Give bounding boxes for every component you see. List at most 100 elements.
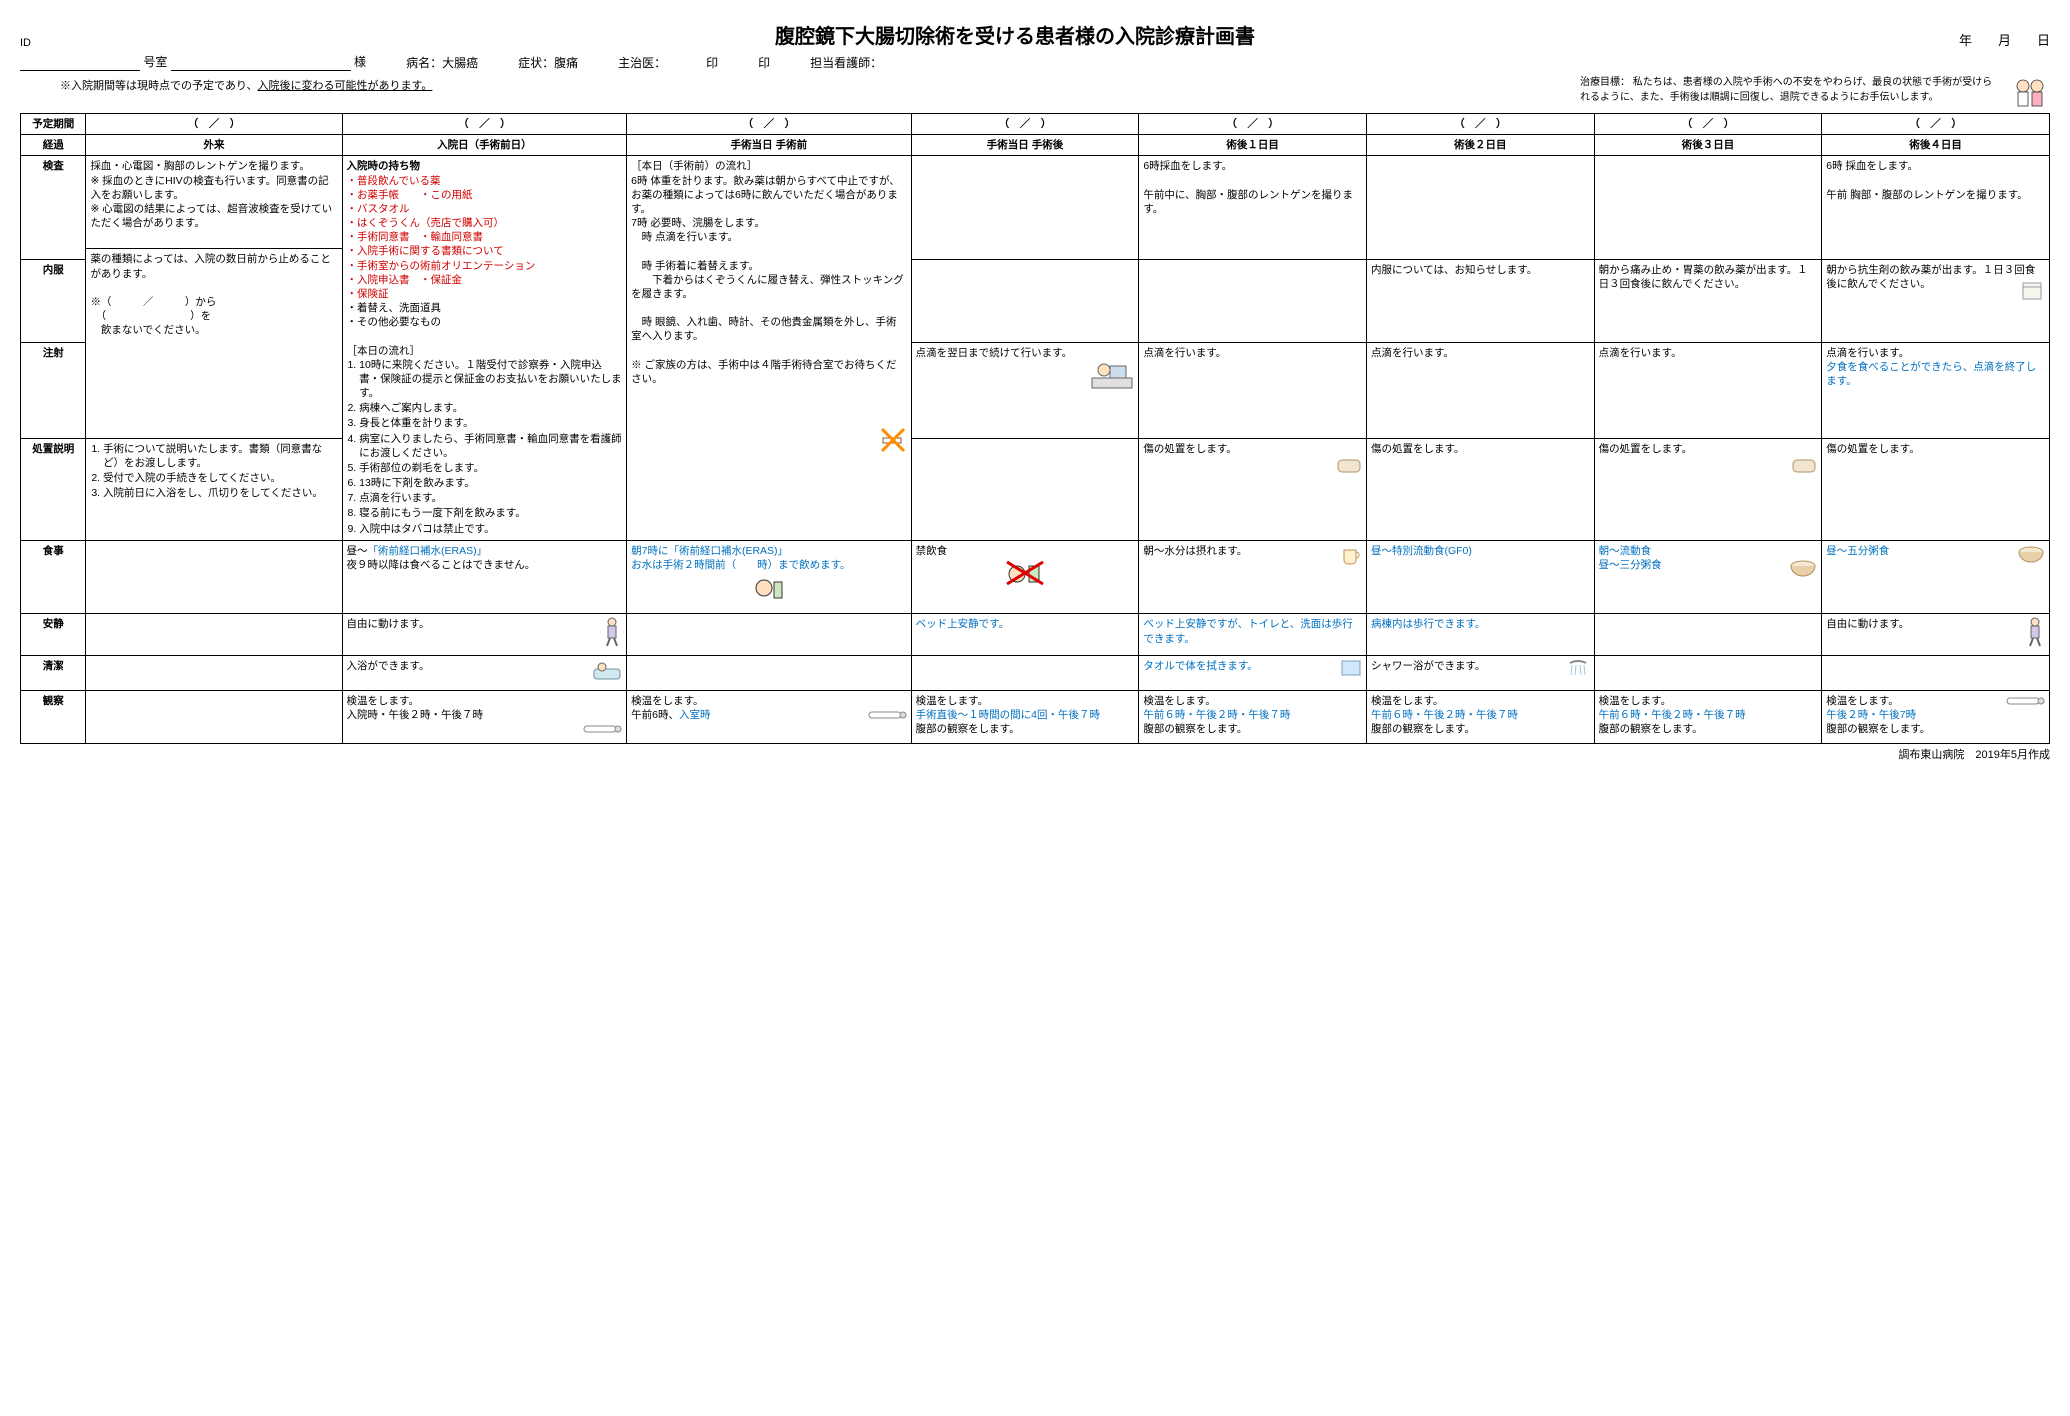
meal-postop-cell: 禁飲食 xyxy=(911,540,1139,614)
shower-icon xyxy=(1566,659,1590,685)
clean-label: 清潔 xyxy=(21,655,86,690)
list-item: 入院中はタバコは禁止です。 xyxy=(359,522,622,536)
rest-label: 安静 xyxy=(21,614,86,655)
note-row: ※入院期間等は現時点での予定であり、入院後に変わる可能性があります。 xyxy=(60,77,1580,93)
meal-d3-a: 朝～流動食 xyxy=(1599,545,1652,557)
exam-label: 検査 xyxy=(21,156,86,259)
meal-d3-b: 昼～三分粥食 xyxy=(1599,559,1662,571)
date-field: 年 月 日 xyxy=(1959,30,2050,49)
med-d1-cell xyxy=(1139,259,1367,342)
meal-adm-a: 昼～ xyxy=(347,545,368,557)
obs-d3-b: 午前６時・午後２時・午後７時 xyxy=(1599,709,1746,721)
exam-out-cell: 採血・心電図・胸部のレントゲンを撮ります。 ※ 採血のときにHIVの検査も行いま… xyxy=(86,156,342,439)
meal-pre-cell: 朝7時に「術前経口補水(ERAS)」 お水は手術２時間前（ 時）まで飲めます。 xyxy=(627,540,912,614)
exam-d2-cell xyxy=(1366,156,1594,259)
clean-pre-cell xyxy=(627,655,912,690)
period-pre: （ ／ ） xyxy=(627,114,912,135)
thermometer-icon-3 xyxy=(2005,694,2045,712)
med-label: 内服 xyxy=(21,259,86,342)
exam-out-text: 採血・心電図・胸部のレントゲンを撮ります。 ※ 採血のときにHIVの検査も行いま… xyxy=(90,159,337,230)
footer: 調布東山病院 2019年5月作成 xyxy=(20,746,2050,762)
no-food-icon xyxy=(1005,558,1045,592)
exam-d3-cell xyxy=(1594,156,1822,259)
walking-person-icon xyxy=(602,617,622,651)
exam-postop-cell xyxy=(911,156,1139,259)
obs-label: 観察 xyxy=(21,690,86,744)
clean-adm-cell: 入浴ができます。 xyxy=(342,655,627,690)
meal-out-cell xyxy=(86,540,342,614)
list-item: 13時に下剤を飲みます。 xyxy=(359,476,622,490)
med-adm-title: ［本日の流れ］ xyxy=(347,344,623,358)
med-d4-cell: 朝から抗生剤の飲み薬が出ます。１日３回食後に飲んでください。 xyxy=(1822,259,2050,342)
clean-d1-text: タオルで体を拭きます。 xyxy=(1143,660,1257,672)
rest-out-cell xyxy=(86,614,342,655)
obs-d4-c: 腹部の観察をします。 xyxy=(1826,723,1930,735)
meal-pre-a: 朝7時に「術前経口補水(ERAS)」 xyxy=(631,545,788,557)
care-plan-table: 予定期間 （ ／ ） （ ／ ） （ ／ ） （ ／ ） （ ／ ） （ ／ ）… xyxy=(20,113,2050,744)
rest-d4-cell: 自由に動けます。 xyxy=(1822,614,2050,655)
col-surgery-post: 手術当日 手術後 xyxy=(911,135,1139,156)
inject-pre-text: 時 眼鏡、入れ歯、時計、その他貴金属類を外し、手術室へ入ります。 ※ ご家族の方… xyxy=(631,315,907,386)
med-adm-list: 10時に来院ください。１階受付で診察券・入院申込書・保険証の提示と保証金のお支払… xyxy=(347,358,623,536)
obs-d3-a: 検温をします。 xyxy=(1599,695,1671,707)
treat-d2-cell: 傷の処置をします。 xyxy=(1366,438,1594,540)
meal-d3-cell: 朝～流動食 昼～三分粥食 xyxy=(1594,540,1822,614)
progress-row: 経過 外来 入院日（手術前日） 手術当日 手術前 手術当日 手術後 術後１日目 … xyxy=(21,135,2050,156)
obs-pre-c: 入室時 xyxy=(679,709,711,721)
exam-adm-black: ・着替え、洗面道具 ・その他必要なもの xyxy=(347,301,623,329)
clean-postop-cell xyxy=(911,655,1139,690)
meal-d1-text: 朝～水分は摂れます。 xyxy=(1143,545,1247,557)
list-item: 身長と体重を計ります。 xyxy=(359,416,622,430)
list-item: 入院前日に入浴をし、爪切りをしてください。 xyxy=(103,486,338,500)
patient-bed-icon xyxy=(1090,360,1134,398)
rest-adm-text: 自由に動けます。 xyxy=(347,618,430,630)
bowl-icon xyxy=(1789,558,1817,582)
room-field[interactable] xyxy=(20,53,140,71)
obs-postop-cell: 検温をします。 手術直後～１時間の間に4回・午後７時 腹部の観察をします。 xyxy=(911,690,1139,744)
exam-pre-title: ［本日（手術前）の流れ］ xyxy=(631,159,907,173)
col-post1: 術後１日目 xyxy=(1139,135,1367,156)
info-row: 号室 様 病名：大腸癌 症状：腹痛 主治医： 印 印 担当看護師： xyxy=(20,53,2050,71)
symptom-label: 症状： xyxy=(518,56,554,70)
list-item: 手術部位の剃毛をします。 xyxy=(359,461,622,475)
period-d3: （ ／ ） xyxy=(1594,114,1822,135)
treat-d4-cell: 傷の処置をします。 xyxy=(1822,438,2050,540)
col-post4: 術後４日目 xyxy=(1822,135,2050,156)
col-admission: 入院日（手術前日） xyxy=(342,135,627,156)
inject-d3-cell: 点滴を行います。 xyxy=(1594,342,1822,438)
exam-adm-red-list: ・普段飲んでいる薬・お薬手帳 ・この用紙・バスタオル・はくぞうくん（売店で購入可… xyxy=(347,174,623,302)
clean-row: 清潔 入浴ができます。 タオルで体を拭きます。 シャワー浴ができます。 xyxy=(21,655,2050,690)
obs-adm-cell: 検温をします。 入院時・午後２時・午後７時 xyxy=(342,690,627,744)
period-d2: （ ／ ） xyxy=(1366,114,1594,135)
treat-postop-cell xyxy=(911,438,1139,540)
list-item: 点滴を行います。 xyxy=(359,491,622,505)
meal-label: 食事 xyxy=(21,540,86,614)
med-pre-text: 時 手術着に着替えます。 下着からはくぞうくんに履き替え、弾性ストッキングを履き… xyxy=(631,259,907,302)
med-out-text: 薬の種類によっては、入院の数日前から止めることがあります。 ※（ ／ ）から （… xyxy=(86,248,341,337)
rest-d4-text: 自由に動けます。 xyxy=(1826,618,1909,630)
col-post2: 術後２日目 xyxy=(1366,135,1594,156)
list-item: 手術について説明いたします。書類（同意書など）をお渡しします。 xyxy=(103,442,338,470)
obs-d4-b: 午後２時・午後7時 xyxy=(1826,709,1916,721)
meal-d2-cell: 昼～特別流動食(GF0) xyxy=(1366,540,1594,614)
thermometer-icon xyxy=(582,722,622,740)
inject-d4-a: 点滴を行います。 xyxy=(1826,347,1909,359)
period-out: （ ／ ） xyxy=(86,114,342,135)
list-item: 受付で入院の手続きをしてください。 xyxy=(103,471,338,485)
inject-postop-cell: 点滴を翌日まで続けて行います。 xyxy=(911,342,1139,438)
patient-field[interactable] xyxy=(171,53,351,71)
symptom-value: 腹痛 xyxy=(554,56,578,70)
medicine-bag-icon xyxy=(2019,277,2045,307)
meal-row: 食事 昼～「術前経口補水(ERAS)」 夜９時以降は食べることはできません。 朝… xyxy=(21,540,2050,614)
bath-icon xyxy=(592,659,622,687)
seal-2: 印 xyxy=(758,54,770,71)
meal-adm-cell: 昼～「術前経口補水(ERAS)」 夜９時以降は食べることはできません。 xyxy=(342,540,627,614)
inject-d4-b: 夕食を食べることができたら、点滴を終了します。 xyxy=(1826,361,2036,387)
exam-adm-cell: 入院時の持ち物 ・普段飲んでいる薬・お薬手帳 ・この用紙・バスタオル・はくぞうく… xyxy=(342,156,627,540)
treat-d3-cell: 傷の処置をします。 xyxy=(1594,438,1822,540)
col-post3: 術後３日目 xyxy=(1594,135,1822,156)
doctor-label: 主治医： xyxy=(618,56,666,70)
obs-pre-b: 午前6時、 xyxy=(631,709,679,721)
bowl-icon-2 xyxy=(2017,544,2045,568)
treat-out-list: 手術について説明いたします。書類（同意書など）をお渡しします。受付で入院の手続き… xyxy=(90,442,337,501)
